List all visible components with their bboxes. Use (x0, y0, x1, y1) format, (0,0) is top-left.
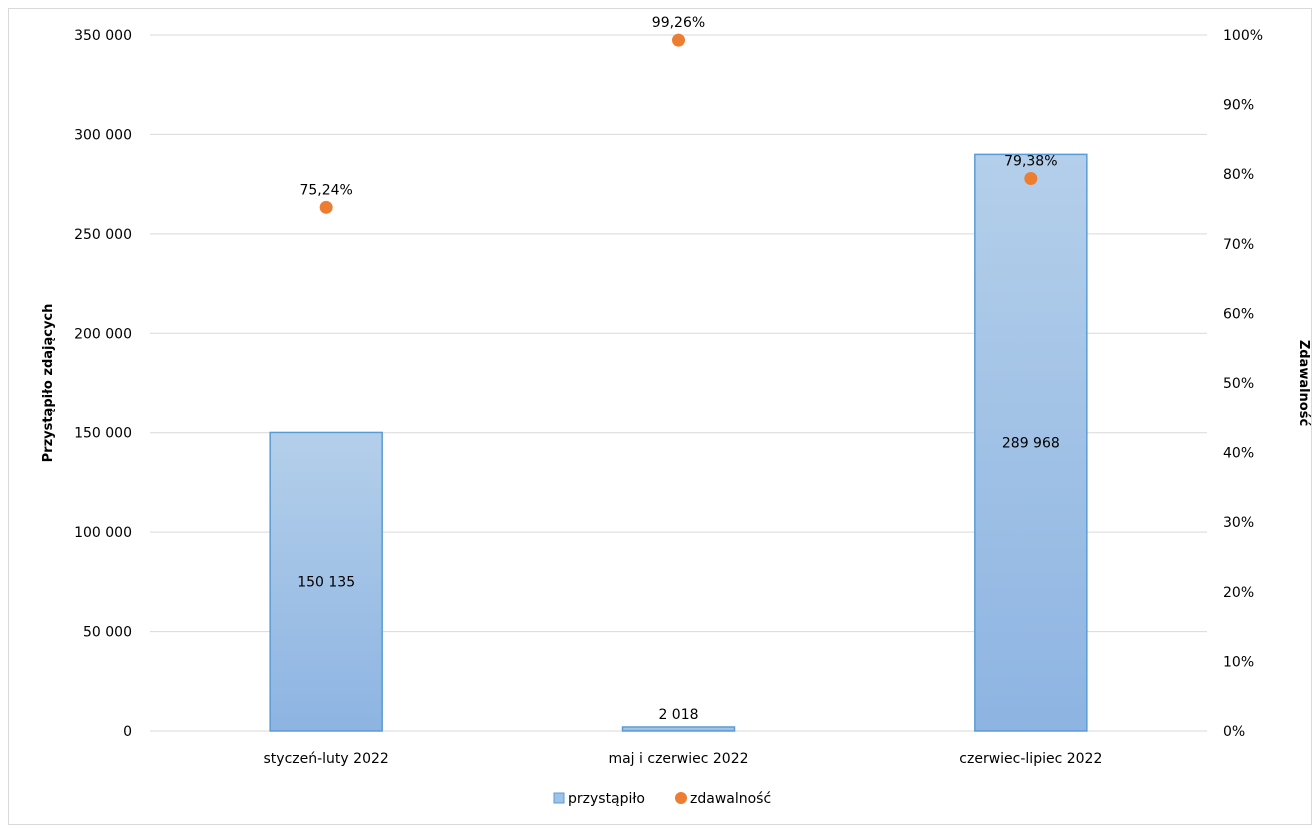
bar-0 (269, 431, 383, 732)
points (319, 33, 1038, 214)
point-data-labels: 75,24% 99,26% 79,38% (299, 15, 1057, 198)
point-2 (1024, 172, 1038, 186)
y-tick-label-5: 250 000 (74, 227, 132, 243)
y2-tick-label-6: 60% (1223, 306, 1254, 322)
legend-point-label: zdawalność (690, 791, 771, 807)
chart-frame (8, 8, 1312, 825)
y2-tick-label-5: 50% (1223, 376, 1254, 392)
x-tick-label-0: styczeń-luty 2022 (264, 751, 389, 767)
right-axis-ticks: 0% 10% 20% 30% 40% 50% 60% 70% 80% 90% 100% (1223, 28, 1263, 740)
y2-axis-title: Zdawalność (1296, 340, 1311, 427)
bar-value-label-2: 289 968 (1002, 436, 1060, 452)
point-1 (672, 33, 685, 47)
bars (269, 153, 1088, 732)
y-tick-label-1: 50 000 (83, 625, 132, 641)
bar-1 (621, 726, 736, 732)
point-value-label-1: 99,26% (652, 15, 705, 31)
y2-tick-label-0: 0% (1223, 724, 1245, 740)
x-tick-label-2: czerwiec-lipiec 2022 (959, 751, 1102, 767)
y-tick-label-4: 200 000 (74, 326, 132, 342)
bar-value-label-0: 150 135 (297, 575, 355, 591)
legend-point-swatch (675, 792, 687, 804)
bar-2 (974, 153, 1088, 732)
bar-value-label-1: 2 018 (658, 707, 698, 723)
y-tick-label-0: 0 (123, 724, 132, 740)
y2-tick-label-7: 70% (1223, 237, 1254, 253)
y-tick-label-7: 350 000 (74, 28, 132, 44)
left-axis-ticks: 0 50 000 100 000 150 000 200 000 250 000 300 0… (74, 28, 132, 740)
legend-bar-label: przystąpiło (568, 791, 645, 807)
y2-tick-label-10: 100% (1223, 28, 1263, 44)
point-value-label-0: 75,24% (299, 182, 352, 198)
y2-tick-label-9: 90% (1223, 98, 1254, 114)
y-tick-label-3: 150 000 (74, 426, 132, 442)
point-0 (319, 200, 333, 214)
y2-tick-label-2: 20% (1223, 585, 1254, 601)
point-value-label-2: 79,38% (1004, 154, 1057, 170)
category-labels: styczeń-luty 2022 maj i czerwiec 2022 czer… (264, 751, 1103, 767)
legend-bar-swatch (553, 792, 565, 804)
y-axis-title: Przystąpiło zdających (41, 304, 56, 463)
y2-tick-label-1: 10% (1223, 654, 1254, 670)
legend: przystąpiło zdawalność (553, 791, 771, 807)
y2-tick-label-3: 30% (1223, 515, 1254, 531)
y2-tick-label-4: 40% (1223, 446, 1254, 462)
y-tick-label-6: 300 000 (74, 127, 132, 143)
y2-tick-label-8: 80% (1223, 167, 1254, 183)
y-tick-label-2: 100 000 (74, 525, 132, 541)
bar-data-labels: 150 135 2 018 289 968 (297, 436, 1060, 723)
x-tick-label-1: maj i czerwiec 2022 (608, 751, 748, 767)
